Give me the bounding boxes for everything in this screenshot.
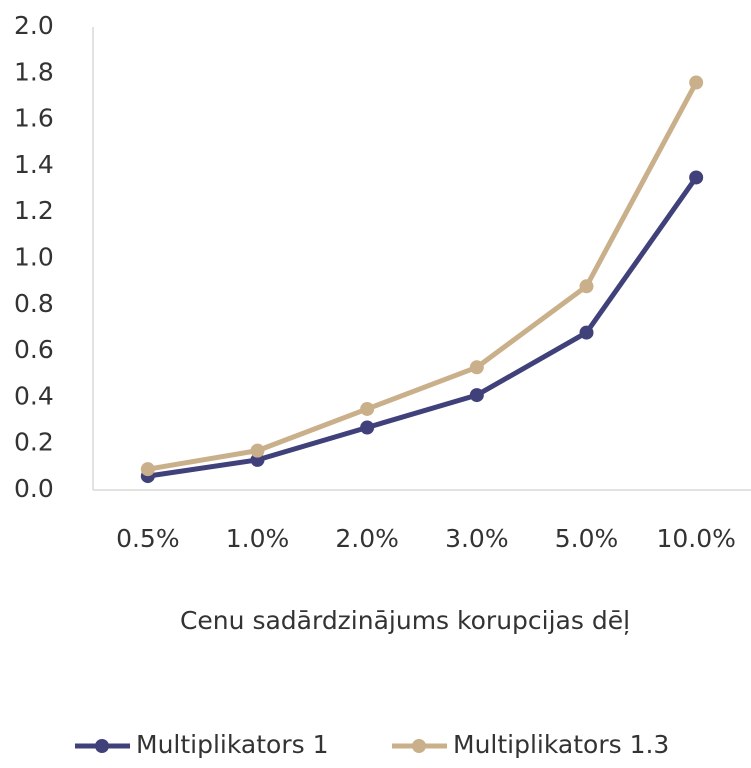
- point: [469, 360, 484, 375]
- point: [360, 401, 375, 416]
- point: [140, 462, 155, 477]
- y-tick-label: 0.6: [14, 335, 54, 364]
- y-tick-label: 2.0: [14, 11, 54, 40]
- y-tick-label: 0.8: [14, 289, 54, 318]
- point: [360, 420, 375, 435]
- x-tick-label: 2.0%: [335, 524, 399, 553]
- series-line: [147, 81, 699, 472]
- point: [579, 279, 594, 294]
- y-tick-label: 1.2: [14, 196, 54, 225]
- legend-marker: [412, 739, 426, 753]
- y-tick-label: 0.0: [14, 474, 54, 503]
- point: [689, 170, 704, 185]
- x-tick-label: 3.0%: [445, 524, 509, 553]
- legend-label: Multiplikators 1.3: [453, 730, 669, 759]
- x-tick-label: 0.5%: [116, 524, 180, 553]
- x-axis-title: Cenu sadārdzinājums korupcijas dēļ: [180, 606, 630, 635]
- x-tick-label: 10.0%: [656, 524, 735, 553]
- x-tick-label: 1.0%: [226, 524, 290, 553]
- y-tick-label: 1.8: [14, 57, 54, 86]
- y-tick-label: 1.4: [14, 150, 54, 179]
- point: [250, 443, 265, 458]
- y-tick-label: 1.0: [14, 243, 54, 272]
- y-tick-label: 1.6: [14, 104, 54, 133]
- legend-marker: [95, 739, 109, 753]
- point: [689, 75, 704, 90]
- series-line: [147, 176, 699, 479]
- legend-label: Multiplikators 1: [136, 730, 328, 759]
- point: [579, 325, 594, 340]
- point: [469, 388, 484, 403]
- x-tick-label: 5.0%: [555, 524, 619, 553]
- y-tick-label: 0.4: [14, 381, 54, 410]
- y-tick-label: 0.2: [14, 428, 54, 457]
